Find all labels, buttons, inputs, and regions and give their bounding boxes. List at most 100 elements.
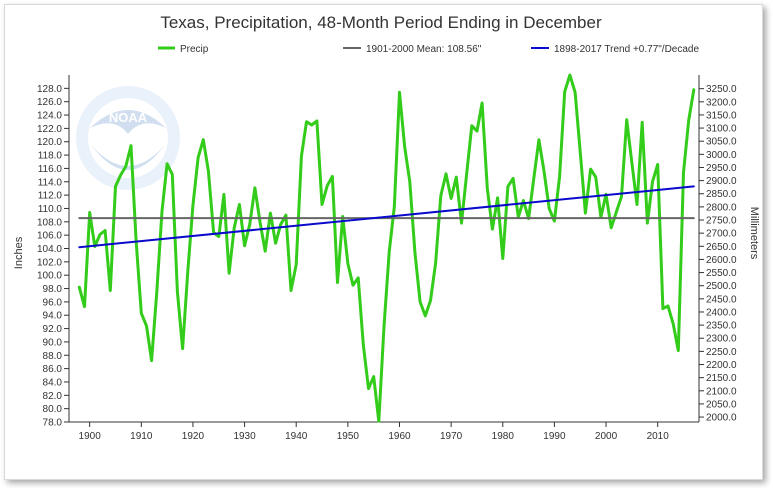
- precip-point[interactable]: [268, 211, 272, 215]
- precip-point[interactable]: [655, 162, 659, 166]
- precip-point[interactable]: [180, 346, 184, 350]
- precip-point[interactable]: [433, 261, 437, 265]
- precip-point[interactable]: [377, 419, 381, 423]
- precip-point[interactable]: [289, 288, 293, 292]
- precip-point[interactable]: [170, 172, 174, 176]
- precip-point[interactable]: [542, 170, 546, 174]
- precip-point[interactable]: [98, 232, 102, 236]
- precip-point[interactable]: [475, 129, 479, 133]
- precip-point[interactable]: [227, 271, 231, 275]
- trend-line[interactable]: [78, 185, 695, 249]
- precip-point[interactable]: [599, 215, 603, 219]
- precip-point[interactable]: [382, 324, 386, 328]
- precip-point[interactable]: [315, 119, 319, 123]
- precip-point[interactable]: [532, 176, 536, 180]
- precip-point[interactable]: [449, 196, 453, 200]
- precip-point[interactable]: [444, 172, 448, 176]
- precip-series-line[interactable]: [77, 73, 696, 423]
- precip-point[interactable]: [439, 194, 443, 198]
- precip-point[interactable]: [408, 180, 412, 184]
- precip-point[interactable]: [175, 290, 179, 294]
- precip-point[interactable]: [506, 184, 510, 188]
- precip-point[interactable]: [650, 180, 654, 184]
- precip-point[interactable]: [619, 194, 623, 198]
- precip-point[interactable]: [371, 374, 375, 378]
- precip-point[interactable]: [588, 167, 592, 171]
- precip-point[interactable]: [196, 156, 200, 160]
- precip-point[interactable]: [625, 118, 629, 122]
- precip-point[interactable]: [563, 89, 567, 93]
- precip-point[interactable]: [222, 192, 226, 196]
- precip-point[interactable]: [211, 230, 215, 234]
- precip-point[interactable]: [423, 314, 427, 318]
- precip-point[interactable]: [392, 205, 396, 209]
- precip-point[interactable]: [537, 138, 541, 142]
- precip-point[interactable]: [361, 342, 365, 346]
- precip-point[interactable]: [609, 226, 613, 230]
- precip-point[interactable]: [165, 162, 169, 166]
- precip-point[interactable]: [258, 220, 262, 224]
- precip-point[interactable]: [428, 298, 432, 302]
- precip-point[interactable]: [160, 209, 164, 213]
- precip-point[interactable]: [248, 222, 252, 226]
- precip-point[interactable]: [552, 219, 556, 223]
- precip-point[interactable]: [191, 204, 195, 208]
- precip-point[interactable]: [330, 174, 334, 178]
- precip-point[interactable]: [501, 256, 505, 260]
- precip-point[interactable]: [594, 175, 598, 179]
- precip-point[interactable]: [661, 306, 665, 310]
- precip-point[interactable]: [366, 386, 370, 390]
- precip-point[interactable]: [635, 202, 639, 206]
- precip-point[interactable]: [346, 262, 350, 266]
- precip-point[interactable]: [604, 192, 608, 196]
- precip-point[interactable]: [397, 90, 401, 94]
- precip-point[interactable]: [279, 222, 283, 226]
- precip-point[interactable]: [480, 101, 484, 105]
- precip-point[interactable]: [557, 174, 561, 178]
- precip-point[interactable]: [645, 221, 649, 225]
- precip-point[interactable]: [129, 144, 133, 148]
- precip-point[interactable]: [155, 290, 159, 294]
- precip-point[interactable]: [201, 138, 205, 142]
- precip-point[interactable]: [299, 154, 303, 158]
- precip-point[interactable]: [495, 196, 499, 200]
- precip-point[interactable]: [526, 216, 530, 220]
- precip-point[interactable]: [485, 186, 489, 190]
- precip-point[interactable]: [232, 226, 236, 230]
- precip-point[interactable]: [413, 251, 417, 255]
- precip-point[interactable]: [470, 124, 474, 128]
- precip-point[interactable]: [206, 169, 210, 173]
- precip-point[interactable]: [459, 221, 463, 225]
- precip-point[interactable]: [118, 173, 122, 177]
- precip-point[interactable]: [511, 176, 515, 180]
- precip-point[interactable]: [294, 262, 298, 266]
- precip-point[interactable]: [124, 164, 128, 168]
- precip-point[interactable]: [108, 288, 112, 292]
- precip-point[interactable]: [77, 285, 81, 289]
- precip-point[interactable]: [402, 145, 406, 149]
- precip-point[interactable]: [304, 120, 308, 124]
- precip-point[interactable]: [387, 250, 391, 254]
- precip-point[interactable]: [547, 206, 551, 210]
- precip-point[interactable]: [418, 300, 422, 304]
- legend-item-trend[interactable]: 1898-2017 Trend +0.77"/Decade: [531, 44, 699, 55]
- precip-point[interactable]: [242, 244, 246, 248]
- precip-point[interactable]: [516, 215, 520, 219]
- precip-point[interactable]: [464, 172, 468, 176]
- precip-point[interactable]: [82, 304, 86, 308]
- precip-point[interactable]: [325, 184, 329, 188]
- precip-point[interactable]: [676, 348, 680, 352]
- legend-item-precip[interactable]: Precip: [158, 44, 209, 55]
- precip-point[interactable]: [93, 244, 97, 248]
- precip-point[interactable]: [568, 73, 572, 77]
- precip-point[interactable]: [351, 283, 355, 287]
- precip-point[interactable]: [320, 202, 324, 206]
- precip-point[interactable]: [263, 249, 267, 253]
- precip-point[interactable]: [335, 280, 339, 284]
- precip-point[interactable]: [356, 276, 360, 280]
- precip-point[interactable]: [521, 198, 525, 202]
- legend-item-mean[interactable]: 1901-2000 Mean: 108.56": [343, 44, 482, 55]
- precip-point[interactable]: [671, 322, 675, 326]
- precip-point[interactable]: [490, 227, 494, 231]
- precip-point[interactable]: [340, 214, 344, 218]
